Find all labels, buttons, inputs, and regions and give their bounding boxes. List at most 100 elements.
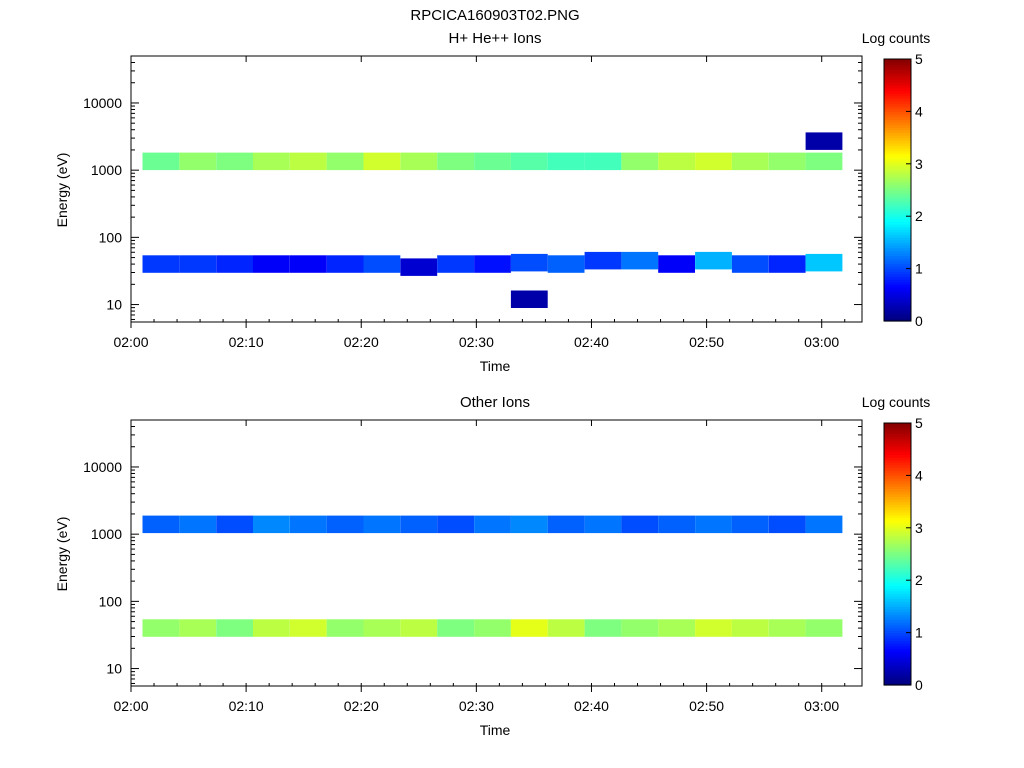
colorbar-segment xyxy=(884,307,911,312)
colorbar-segment xyxy=(884,166,911,170)
colorbar-segment xyxy=(884,606,911,610)
x-tick-label: 02:30 xyxy=(459,698,494,714)
x-tick-label: 02:20 xyxy=(344,698,379,714)
colorbar-segment xyxy=(884,582,911,587)
y-axis-label: Energy (eV) xyxy=(54,517,70,592)
colorbar-segment xyxy=(884,609,911,613)
colorbar-segment xyxy=(884,98,911,102)
colorbar-segment xyxy=(884,677,911,681)
colorbar-segment xyxy=(884,163,911,168)
colorbar-segment xyxy=(884,614,911,618)
colorbar-segment xyxy=(884,501,911,505)
colorbar-segment xyxy=(884,59,911,63)
colorbar-segment xyxy=(884,268,911,272)
x-tick-label: 03:00 xyxy=(804,698,839,714)
y-tick-label: 100 xyxy=(99,593,123,609)
colorbar-segment xyxy=(884,310,911,314)
colorbar-segment xyxy=(884,504,911,508)
colorbar-segment xyxy=(884,467,911,471)
y-tick-label: 10000 xyxy=(83,459,122,475)
colorbar-segment xyxy=(884,124,911,128)
colorbar-segment xyxy=(884,161,911,165)
colorbar-segment xyxy=(884,632,911,636)
colorbar-segment xyxy=(884,443,911,448)
panel-other-ions: Other Ions 02:00 02:10 02:20 02:30 02:40 02:5… xyxy=(54,394,930,738)
colorbar-segment xyxy=(884,629,911,634)
colorbar-tick-label: 3 xyxy=(915,156,923,172)
colorbar-segment xyxy=(884,653,911,657)
colorbar-segment xyxy=(884,281,911,285)
heatmap-cell xyxy=(142,152,180,171)
colorbar-segment xyxy=(884,454,911,458)
colorbar-segment xyxy=(884,218,911,223)
heatmap-cell xyxy=(142,515,180,534)
colorbar-segment xyxy=(884,247,911,251)
colorbar-segment xyxy=(884,645,911,649)
panel-h-he-ions: H+ He++ Ions 02:00 02:10 02:20 02:30 02:40 02… xyxy=(54,30,930,374)
colorbar-segment xyxy=(884,475,911,479)
colorbar: 0 1 2 3 4 5 xyxy=(883,51,923,329)
colorbar-segment xyxy=(884,679,911,683)
heatmap-cells xyxy=(142,515,843,637)
colorbar-segment xyxy=(884,82,911,86)
colorbar-segment xyxy=(884,142,911,147)
colorbar-segment xyxy=(884,231,911,236)
heatmap-cell xyxy=(805,132,843,150)
colorbar-segment xyxy=(884,221,911,225)
heatmap-cell xyxy=(326,255,364,273)
colorbar-segment xyxy=(884,108,911,112)
colorbar-segment xyxy=(884,527,911,532)
colorbar-segment xyxy=(884,643,911,647)
colorbar-segment xyxy=(884,543,911,547)
colorbar-segment xyxy=(884,174,911,178)
colorbar-segment xyxy=(884,263,911,267)
colorbar-segment xyxy=(884,496,911,500)
heatmap-cell xyxy=(695,251,732,270)
colorbar-segment xyxy=(884,111,911,115)
colorbar-segment xyxy=(884,446,911,450)
colorbar-segment xyxy=(884,488,911,492)
colorbar-segment xyxy=(884,252,911,257)
colorbar-segment xyxy=(884,132,911,136)
x-tick-label: 02:40 xyxy=(574,698,609,714)
colorbar-segment xyxy=(884,561,911,566)
colorbar-segment xyxy=(884,93,911,97)
colorbar-segment xyxy=(884,436,911,440)
colorbar-segment xyxy=(884,661,911,665)
colorbar-segment xyxy=(884,519,911,524)
colorbar-segment xyxy=(884,66,911,71)
heatmap-cell xyxy=(805,152,843,171)
colorbar-segment xyxy=(884,258,911,262)
colorbar-segment xyxy=(884,493,911,497)
heatmap-cell xyxy=(510,619,548,637)
colorbar-segment xyxy=(884,169,911,173)
colorbar: 0 1 2 3 4 5 xyxy=(883,415,923,693)
heatmap-cell xyxy=(253,152,290,171)
heatmap-cell xyxy=(363,255,401,273)
colorbar-segment xyxy=(884,237,911,241)
heatmap-cell xyxy=(658,515,695,534)
x-tick-label: 02:20 xyxy=(344,334,379,350)
heatmap-cell xyxy=(658,152,695,171)
colorbar-segment xyxy=(884,179,911,183)
heatmap-cell xyxy=(805,253,843,272)
colorbar-segment xyxy=(884,79,911,84)
colorbar-segment xyxy=(884,182,911,186)
colorbar-segment xyxy=(884,585,911,589)
colorbar-tick-label: 2 xyxy=(915,208,923,224)
heatmap-cell xyxy=(400,619,438,637)
colorbar-segment xyxy=(884,485,911,490)
colorbar-segment xyxy=(884,229,911,233)
colorbar-segment xyxy=(884,569,911,573)
colorbar-segment xyxy=(884,276,911,280)
heatmap-cell xyxy=(547,255,585,273)
colorbar-tick-label: 2 xyxy=(915,572,923,588)
colorbar-segment xyxy=(884,137,911,141)
heatmap-cell xyxy=(216,152,253,171)
y-axis-label: Energy (eV) xyxy=(54,153,70,228)
heatmap-cell xyxy=(768,619,806,637)
colorbar-segment xyxy=(884,203,911,207)
colorbar-frame xyxy=(883,422,912,686)
colorbar-segment xyxy=(884,506,911,511)
colorbar-segment xyxy=(884,525,911,529)
